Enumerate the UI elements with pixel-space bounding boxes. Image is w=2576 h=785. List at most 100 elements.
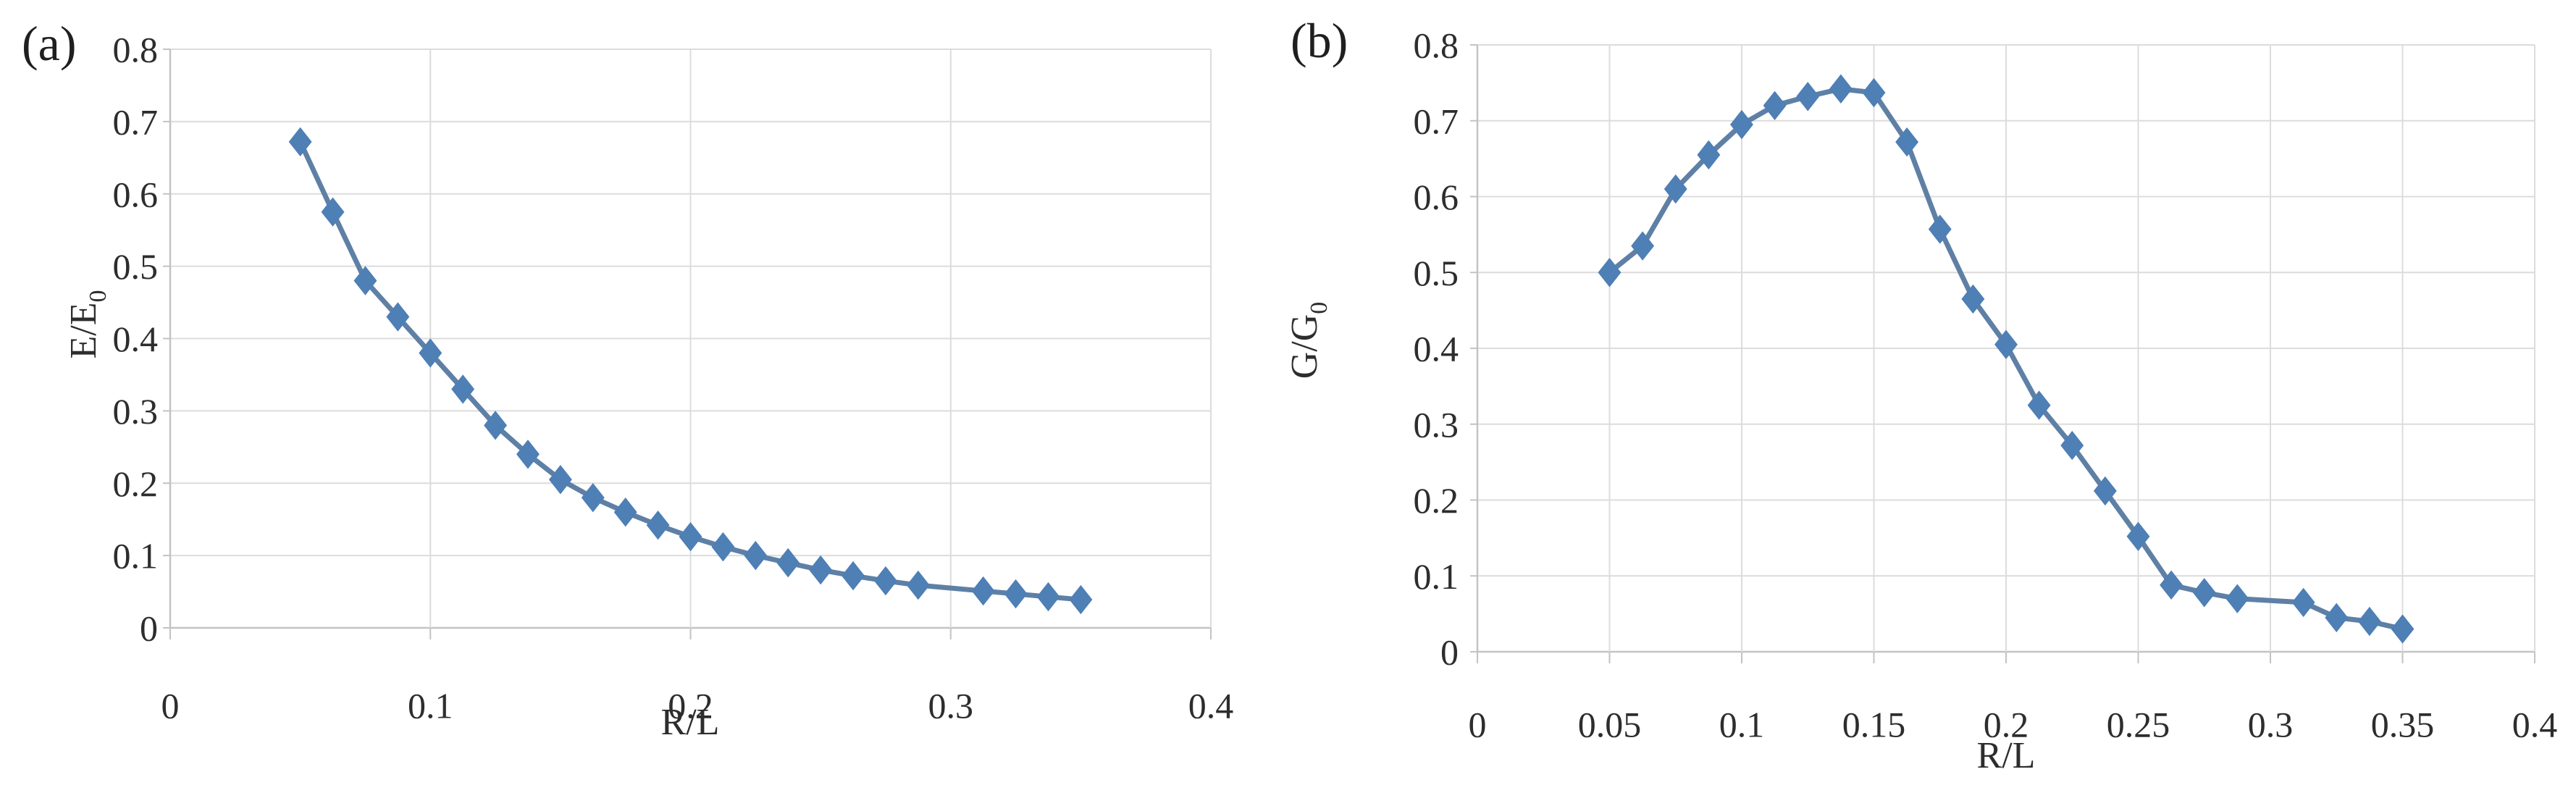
data-point-marker (353, 266, 377, 295)
data-point-marker (1697, 140, 1721, 170)
data-point-marker (1730, 109, 1753, 140)
data-point-marker (776, 547, 800, 578)
data-point-marker (1994, 329, 2018, 359)
data-point-marker (646, 510, 670, 540)
x-axis-title: R/L (661, 702, 720, 743)
data-point-marker (2160, 570, 2183, 600)
y-tick-label: 0.6 (1414, 177, 1459, 217)
chart-a-grid (163, 49, 1212, 639)
data-point-marker (2291, 587, 2315, 618)
y-axis-title: G/G0 (1284, 302, 1333, 379)
y-tick-label: 0.3 (113, 391, 159, 432)
data-point-marker (906, 570, 930, 600)
data-point-marker (1961, 284, 1985, 314)
data-point-marker (679, 521, 702, 552)
x-tick-label: 0.15 (1842, 705, 1906, 745)
y-tick-label: 0 (140, 608, 158, 649)
y-tick-label: 0.2 (1414, 480, 1459, 521)
data-point-marker (484, 411, 508, 440)
y-tick-label: 0.5 (1414, 253, 1459, 293)
data-point-marker (2126, 521, 2150, 551)
x-tick-label: 0.3 (2248, 705, 2294, 745)
y-tick-label: 0.5 (113, 246, 159, 287)
data-point-marker (1862, 77, 1886, 108)
y-tick-label: 0.4 (1414, 329, 1459, 369)
data-point-marker (581, 483, 605, 513)
x-tick-label: 0.1 (1719, 705, 1765, 745)
x-tick-label: 0.3 (928, 686, 974, 726)
data-point-marker (2391, 614, 2415, 644)
data-point-marker (1796, 82, 1820, 112)
data-point-marker (1829, 74, 1853, 104)
data-point-marker (971, 576, 995, 606)
chart-b-tick-labels: 0 0.1 0.2 0.3 0.4 0.5 0.6 0.7 0.8 0 0.05 0.1 0.15 0.2… (1414, 25, 2558, 745)
data-point-marker (711, 532, 735, 562)
y-tick-label: 0.3 (1414, 404, 1459, 445)
data-point-marker (451, 374, 475, 404)
data-point-marker (2357, 606, 2381, 637)
data-point-marker (1664, 174, 1687, 204)
data-point-marker (2192, 578, 2216, 608)
data-point-marker (1004, 579, 1028, 609)
data-point-marker (386, 302, 410, 332)
y-tick-label: 0.8 (113, 30, 159, 70)
data-point-marker (1631, 231, 1655, 261)
y-axis-title-base: E/E (63, 303, 104, 359)
y-tick-label: 0.8 (1414, 25, 1459, 66)
y-tick-label: 0.6 (113, 174, 159, 214)
x-tick-label: 0.4 (1188, 686, 1234, 726)
data-point-marker (321, 197, 345, 227)
data-point-marker (613, 497, 637, 527)
panel-label-a: (a) (22, 16, 77, 71)
data-point-marker (809, 555, 833, 585)
y-axis-title-base: G/G (1284, 314, 1325, 379)
x-tick-label: 0.4 (2512, 705, 2558, 745)
y-tick-label: 0.2 (113, 463, 159, 504)
chart-a: 0 0.1 0.2 0.3 0.4 0.5 0.6 0.7 0.8 0 0.1 0.2 0.3 0.4 R/… (63, 30, 1233, 744)
data-point-marker (2027, 390, 2051, 420)
chart-b: 0 0.1 0.2 0.3 0.4 0.5 0.6 0.7 0.8 0 0.05 0.1 0.15 0.2… (1284, 25, 2557, 777)
x-tick-label: 0.2 (1984, 705, 2029, 745)
y-axis-title-subscript: 0 (85, 290, 112, 303)
data-point-marker (873, 566, 897, 596)
chart-a-tick-labels: 0 0.1 0.2 0.3 0.4 0.5 0.6 0.7 0.8 0 0.1 0.2 0.3 0.4 (113, 30, 1234, 726)
data-point-marker (548, 465, 572, 495)
x-axis-title: R/L (1977, 735, 2036, 776)
x-tick-label: 0.25 (2107, 705, 2170, 745)
x-tick-label: 0.35 (2371, 705, 2435, 745)
data-point-marker (1069, 584, 1093, 615)
y-tick-label: 0.4 (113, 319, 159, 359)
data-point-marker (2060, 430, 2084, 461)
y-tick-label: 0.7 (113, 101, 159, 142)
data-point-marker (2093, 476, 2117, 506)
data-point-marker (1928, 214, 1952, 244)
chart-b-grid (1470, 44, 2535, 663)
x-tick-label: 0.2 (668, 686, 713, 726)
panel-label-b: (b) (1291, 13, 1348, 68)
y-tick-label: 0.7 (1414, 101, 1459, 141)
data-point-marker (1895, 127, 1919, 157)
x-tick-label: 0.1 (408, 686, 453, 726)
data-point-marker (516, 440, 540, 469)
x-tick-label: 0 (161, 686, 180, 726)
y-axis-title-subscript: 0 (1306, 302, 1333, 314)
chart-a-markers (288, 127, 1093, 615)
data-point-marker (1763, 91, 1787, 121)
chart-b-markers (1598, 74, 2415, 644)
data-point-marker (2225, 584, 2249, 613)
y-tick-label: 0 (1440, 632, 1459, 673)
data-point-marker (1036, 582, 1060, 612)
y-axis-title: E/E0 (63, 290, 112, 359)
data-point-marker (419, 338, 442, 368)
data-point-marker (1598, 258, 1621, 287)
data-point-marker (744, 540, 768, 571)
x-tick-label: 0.05 (1578, 705, 1642, 745)
y-tick-label: 0.1 (1414, 556, 1459, 597)
x-tick-label: 0 (1469, 705, 1487, 745)
data-point-marker (842, 561, 865, 591)
y-tick-label: 0.1 (113, 536, 159, 576)
data-point-marker (2325, 603, 2349, 633)
data-point-marker (288, 127, 312, 157)
